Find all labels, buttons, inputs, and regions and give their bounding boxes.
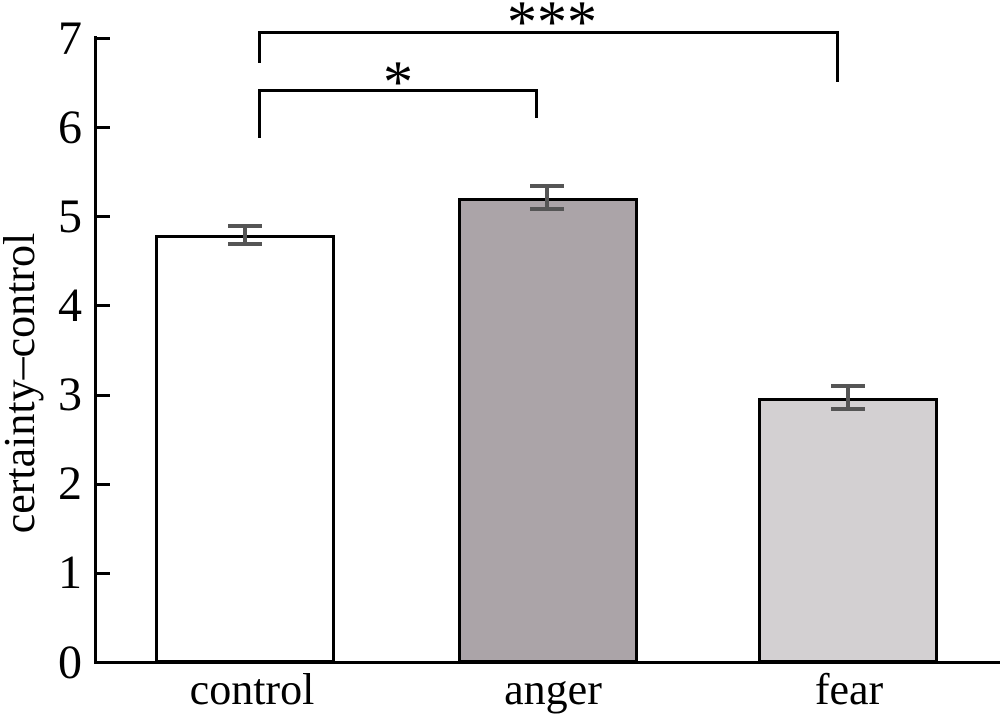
y-tick-label-7: 7 [58, 11, 82, 65]
bar-fear [758, 398, 938, 663]
bracket-horizontal-line [258, 89, 538, 92]
y-tick-mark-4 [97, 304, 110, 308]
x-tick-label-fear: fear [814, 665, 884, 714]
y-tick-label-4: 4 [58, 278, 82, 332]
bracket-left-leg [258, 89, 261, 138]
bracket-right-leg [836, 31, 839, 82]
y-tick-mark-2 [97, 482, 110, 486]
y-tick-label-1: 1 [58, 546, 82, 600]
bracket-right-leg [535, 89, 538, 118]
bracket-horizontal-line [258, 31, 839, 34]
error-bar-cap-top-anger [530, 183, 564, 188]
error-bar-cap-bottom-control [228, 241, 262, 246]
error-bar-stem-anger [545, 185, 549, 209]
y-tick-label-2: 2 [58, 457, 82, 511]
y-tick-label-3: 3 [58, 368, 82, 422]
significance-star-control-anger: * [383, 49, 413, 115]
bar-control [155, 235, 335, 663]
error-bar-cap-top-control [228, 223, 262, 228]
y-tick-mark-1 [97, 571, 110, 575]
x-tick-label-control: control [189, 665, 315, 714]
error-bar-stem-fear [846, 386, 850, 410]
y-tick-label-6: 6 [58, 100, 82, 154]
error-bar-cap-bottom-fear [831, 407, 865, 412]
y-tick-label-5: 5 [58, 189, 82, 243]
y-tick-mark-3 [97, 393, 110, 397]
bar-anger [458, 198, 638, 663]
y-axis-line [94, 36, 97, 664]
x-tick-label-anger: anger [504, 665, 602, 714]
y-tick-mark-5 [97, 215, 110, 219]
bracket-left-leg [258, 31, 261, 63]
significance-stars-control-fear: *** [507, 0, 597, 55]
error-bar-cap-bottom-anger [530, 206, 564, 211]
error-bar-cap-top-fear [831, 384, 865, 389]
y-tick-mark-7 [97, 37, 110, 41]
y-tick-mark-6 [97, 126, 110, 130]
error-bar-stem-control [243, 225, 247, 244]
y-tick-label-0: 0 [58, 635, 82, 689]
